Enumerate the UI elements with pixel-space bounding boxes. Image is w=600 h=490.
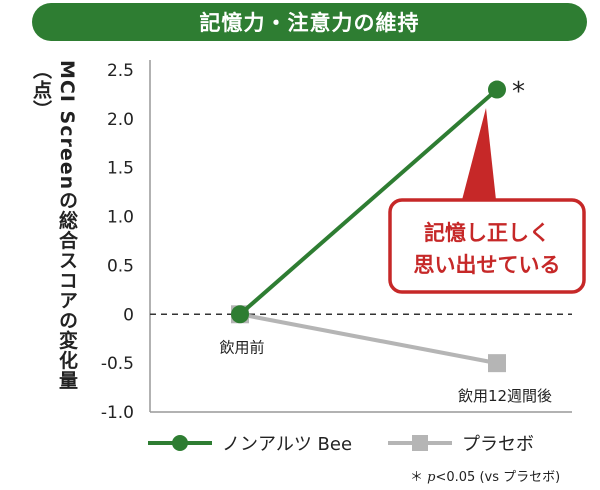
- callout-pointer: [462, 108, 496, 200]
- series-line-placebo: [239, 312, 498, 366]
- data-point-active-0: [231, 305, 249, 324]
- data-point-active-1: [488, 80, 506, 99]
- footnote-p: p: [427, 470, 436, 485]
- legend-marker-placebo: [388, 435, 453, 451]
- title-banner: 記憶力・注意力の維持: [32, 3, 587, 41]
- chart-title: 記憶力・注意力の維持: [199, 11, 420, 35]
- footnote: ＊ p<0.05 (vs プラセボ): [410, 466, 560, 485]
- legend: ノンアルツ Bee プラセボ: [148, 428, 570, 458]
- callout-line-1: 記憶し正しく: [424, 221, 550, 245]
- series-line-active: [238, 88, 499, 316]
- legend-item-placebo: プラセボ: [388, 430, 534, 456]
- y-tick-label: 2.0: [107, 110, 134, 130]
- footnote-text: <0.05 (vs プラセボ): [435, 470, 561, 485]
- y-tick-label: 1.5: [107, 159, 134, 179]
- y-tick-label: 1.0: [107, 208, 134, 228]
- legend-item-active: ノンアルツ Bee: [148, 430, 352, 456]
- y-tick-label: -1.0: [101, 403, 134, 423]
- y-axis-label: MCI Screenの総合スコアの変化量（点）: [30, 60, 78, 391]
- callout-line-2: 思い出せている: [414, 253, 561, 277]
- significance-mark: *: [512, 77, 525, 107]
- legend-label-placebo: プラセボ: [462, 434, 535, 455]
- category-label-post: 飲用12週間後: [458, 387, 552, 405]
- legend-marker-active: [148, 435, 212, 451]
- callout-box: [388, 198, 586, 294]
- legend-label-active: ノンアルツ Bee: [222, 434, 353, 455]
- y-tick-label: 2.5: [107, 61, 134, 81]
- y-tick-label: 0.5: [107, 256, 134, 276]
- category-label-pre: 飲用前: [219, 338, 264, 356]
- footnote-star: ＊: [410, 470, 424, 485]
- y-tick-label: -0.5: [101, 354, 134, 374]
- data-point-placebo-1: [488, 354, 506, 373]
- y-tick-label: 0: [123, 305, 134, 325]
